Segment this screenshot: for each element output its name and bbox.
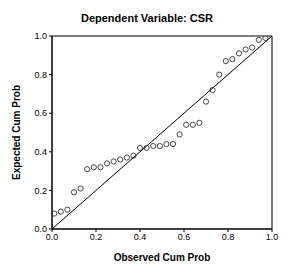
svg-text:0.4: 0.4 [134, 232, 147, 242]
svg-text:0.2: 0.2 [34, 186, 47, 196]
svg-text:0.6: 0.6 [34, 108, 47, 118]
svg-text:0.2: 0.2 [90, 232, 103, 242]
svg-text:0.4: 0.4 [34, 147, 47, 157]
svg-text:0.0: 0.0 [34, 224, 47, 234]
svg-text:Expected Cum Prob: Expected Cum Prob [11, 85, 22, 180]
svg-text:1.0: 1.0 [34, 31, 47, 41]
svg-text:0.0: 0.0 [46, 232, 59, 242]
svg-text:0.8: 0.8 [222, 232, 235, 242]
svg-text:1.0: 1.0 [266, 232, 279, 242]
svg-text:0.6: 0.6 [178, 232, 191, 242]
svg-text:Observed Cum Prob: Observed Cum Prob [114, 252, 211, 263]
html-text:Dependent Variable: CSR: Dependent Variable: CSR [81, 12, 213, 24]
svg-text:0.8: 0.8 [34, 70, 47, 80]
